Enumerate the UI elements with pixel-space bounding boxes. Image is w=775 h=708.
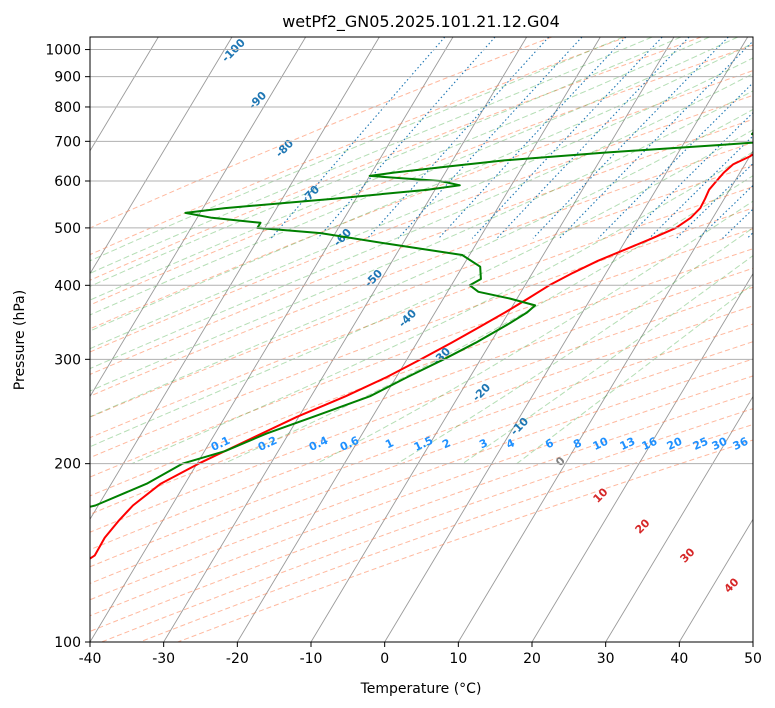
mixing-ratio-label: 36 (731, 435, 751, 453)
x-tick-label: 0 (380, 651, 389, 667)
mixing-ratio-line (317, 37, 496, 239)
moist-adiabat-line (90, 42, 753, 332)
isotherm-line (90, 37, 233, 275)
mixing-ratio-line (270, 37, 446, 239)
dry-adiabat-line (90, 94, 753, 353)
dry-adiabat-line (90, 207, 753, 459)
moist-adiabat-line (90, 108, 753, 418)
mixing-ratio-label: 25 (691, 435, 710, 453)
dry-adiabat-line (90, 286, 753, 533)
dry-adiabat-line (90, 248, 753, 497)
y-tick-label: 800 (54, 100, 81, 116)
moist-adiabat-line (90, 37, 739, 316)
mixing-ratio-line (626, 111, 753, 239)
plot-frame (89, 36, 754, 643)
isotherm-line (605, 395, 753, 642)
dry-adiabat-line (90, 37, 702, 281)
isotherm-line (90, 37, 159, 152)
mixing-ratio-line (496, 37, 690, 239)
isotherm-line (90, 37, 307, 398)
y-tick-label: 600 (54, 174, 81, 190)
isotherm-line (531, 272, 753, 642)
moist-adiabat-line (90, 129, 753, 448)
axes: -40 -30 -20 -10 0 10 20 30 40 50 100 200 300 400 500 60… (45, 43, 762, 667)
x-tick-label: 50 (744, 651, 762, 667)
dry-adiabat-line (90, 44, 753, 306)
isotherm-line (384, 37, 749, 642)
y-tick-label: 900 (54, 70, 81, 86)
y-tick-label: 100 (54, 635, 81, 651)
dry-adiabat-line (90, 267, 753, 515)
gridlines (90, 49, 753, 642)
mixing-ratio-line (698, 184, 753, 239)
moist-adiabat-line (90, 37, 682, 287)
moist-adiabat-line (90, 37, 710, 301)
dry-adiabat-line (90, 228, 753, 478)
dry-adiabat-line (90, 118, 753, 375)
mixing-ratio-label: 30 (710, 435, 730, 453)
moist-adiabat-line (462, 255, 753, 465)
mixing-ratio-label: 13 (618, 435, 637, 453)
x-tick-label: 20 (523, 651, 541, 667)
dry-adiabat-line (90, 305, 753, 551)
dry-adiabat-line (90, 70, 753, 330)
mixing-ratio-line (397, 37, 583, 239)
mixing-ratio-line (471, 37, 663, 239)
mixing-ratio-label: 10 (591, 435, 611, 453)
x-tick-label: -10 (300, 651, 323, 667)
x-tick-label: -20 (226, 651, 249, 667)
y-tick-label: 700 (54, 134, 81, 150)
y-tick-label: 500 (54, 221, 81, 237)
isotherm-line (457, 150, 753, 642)
mixing-ratio-line (532, 37, 729, 239)
mixing-ratio-label: 20 (665, 435, 685, 453)
moist-adiabat-line (90, 73, 753, 370)
moist-adiabat-line (516, 283, 753, 465)
isotherm-line (90, 37, 454, 642)
x-tick-label: -40 (79, 651, 102, 667)
dry-adiabat-line (90, 164, 753, 418)
x-tick-label: 40 (670, 651, 688, 667)
dewpoint-profile (90, 131, 753, 508)
x-axis-title: Temperature (°C) (360, 681, 482, 697)
x-tick-label: -30 (152, 651, 175, 667)
moist-adiabat-line (131, 151, 753, 465)
y-tick-label: 400 (54, 278, 81, 294)
mixing-ratio-label: 16 (640, 435, 660, 453)
x-tick-label: 30 (597, 651, 615, 667)
x-tick-label: 10 (449, 651, 467, 667)
y-axis-title: Pressure (hPa) (12, 290, 28, 390)
dry-adiabat-line (90, 37, 552, 229)
moist-adiabat-line (316, 200, 753, 465)
chart-title: wetPf2_GN05.2025.101.21.12.G04 (282, 12, 560, 32)
isotherm-line (163, 37, 528, 642)
moist-adiabat-line (90, 90, 753, 392)
isotherm-line (236, 37, 601, 642)
temperature-profile (90, 153, 753, 560)
y-tick-label: 1000 (45, 43, 81, 59)
dry-adiabat-line (90, 186, 753, 439)
y-tick-label: 200 (54, 457, 81, 473)
isotherm-line (678, 518, 753, 642)
background-lines (90, 37, 753, 642)
y-tick-label: 300 (54, 352, 81, 368)
isotherm-line (90, 37, 380, 521)
profile-series (90, 131, 753, 560)
